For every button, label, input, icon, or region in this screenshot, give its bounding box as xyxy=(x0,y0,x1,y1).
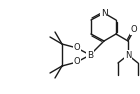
Text: O: O xyxy=(131,25,137,34)
Text: N: N xyxy=(125,50,131,60)
Text: O: O xyxy=(74,58,80,66)
Text: B: B xyxy=(87,50,93,60)
Text: O: O xyxy=(74,44,80,53)
Text: N: N xyxy=(101,8,107,17)
